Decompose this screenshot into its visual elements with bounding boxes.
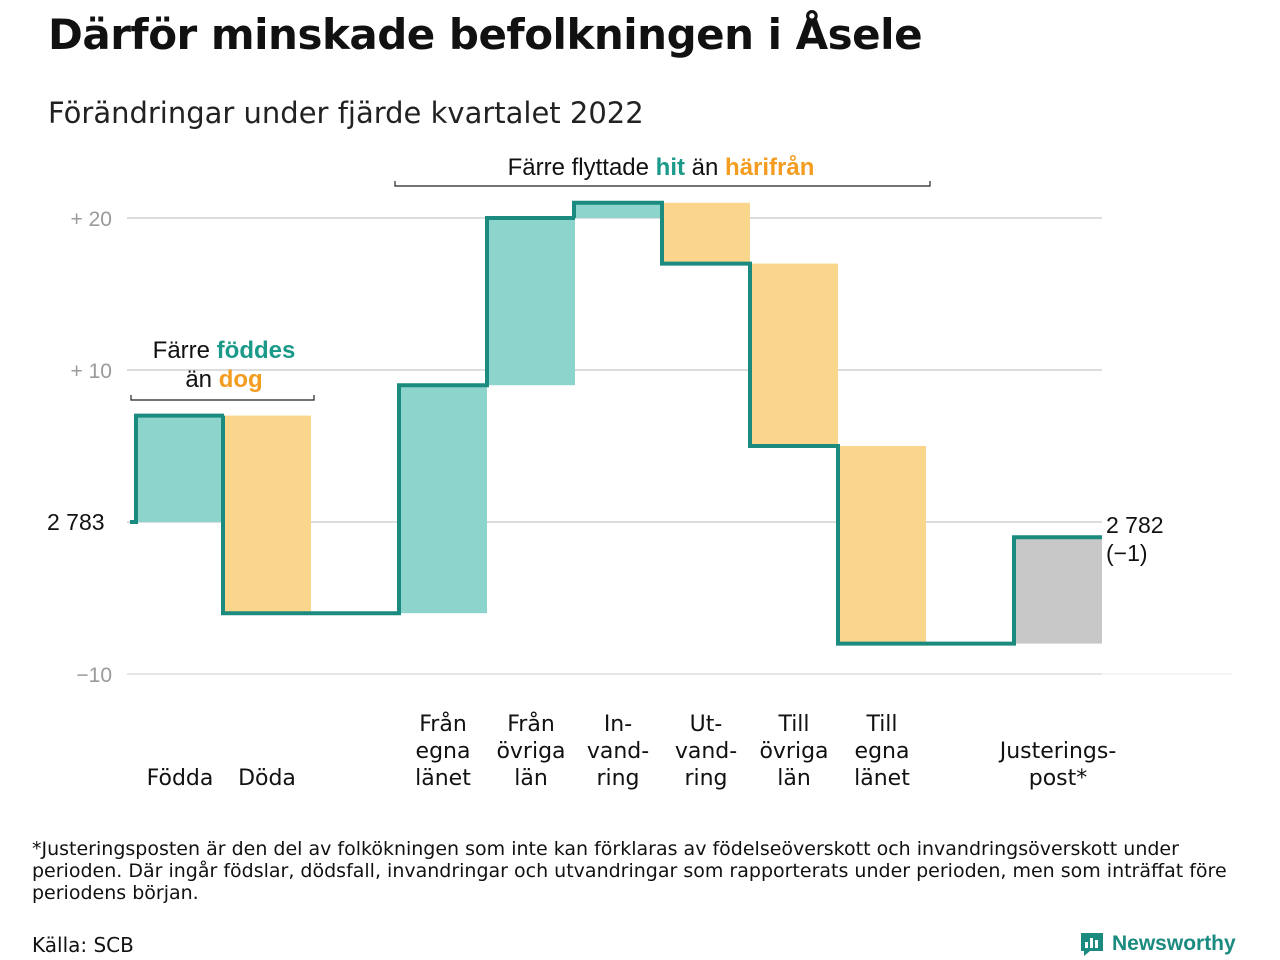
category-label: Till egna länet [854, 712, 910, 791]
annotation-births-line2: än dog [185, 366, 262, 393]
category-label: Från övriga län [496, 711, 565, 791]
annotation-births-bracket [130, 395, 315, 401]
bar-2 [223, 415, 311, 614]
cumulative-step-line [130, 200, 1102, 646]
bar-9 [1014, 537, 1102, 644]
y-tick-label: −10 [76, 664, 112, 687]
newsworthy-brand[interactable]: Newsworthy [1078, 928, 1236, 960]
bar-6 [662, 202, 750, 264]
bar-7 [750, 263, 838, 446]
chart-subtitle: Förändringar under fjärde kvartalet 2022 [48, 96, 644, 130]
source-label: Källa: SCB [32, 933, 134, 957]
end-value-label: 2 782 [1106, 512, 1164, 538]
annotation-migration-bracket [394, 181, 931, 187]
start-value-label: 2 783 [47, 509, 105, 535]
category-label: In-vand-ring [587, 712, 649, 791]
category-label: Födda [147, 766, 214, 791]
brand-name: Newsworthy [1112, 932, 1236, 955]
bar-4 [487, 218, 575, 386]
waterfall-chart: + 20 + 10 −10 Födda Döda Från egna länet Från övr… [47, 154, 1232, 791]
bar-5 [574, 202, 662, 218]
annotation-migration: Färre flyttade hit än härifrån [508, 154, 815, 181]
category-label: Till övriga län [759, 712, 828, 791]
end-change-label: (−1) [1106, 540, 1148, 566]
footnote: *Justeringsposten är den del av folkökni… [32, 838, 1227, 904]
annotation-births-line1: Färre föddes [153, 337, 296, 364]
category-label: Döda [238, 766, 296, 791]
bar-8 [838, 446, 926, 644]
bar-3 [399, 385, 487, 614]
chart-title: Därför minskade befolkningen i Åsele [48, 10, 923, 59]
category-label: Justerings-post* [998, 739, 1117, 791]
category-label: Från egna länet [415, 711, 471, 791]
newsworthy-logo-icon [1081, 933, 1103, 956]
category-label: Ut-vand-ring [675, 712, 737, 791]
bar-1 [136, 415, 224, 522]
y-tick-label: + 10 [71, 360, 112, 383]
y-tick-label: + 20 [71, 208, 112, 231]
